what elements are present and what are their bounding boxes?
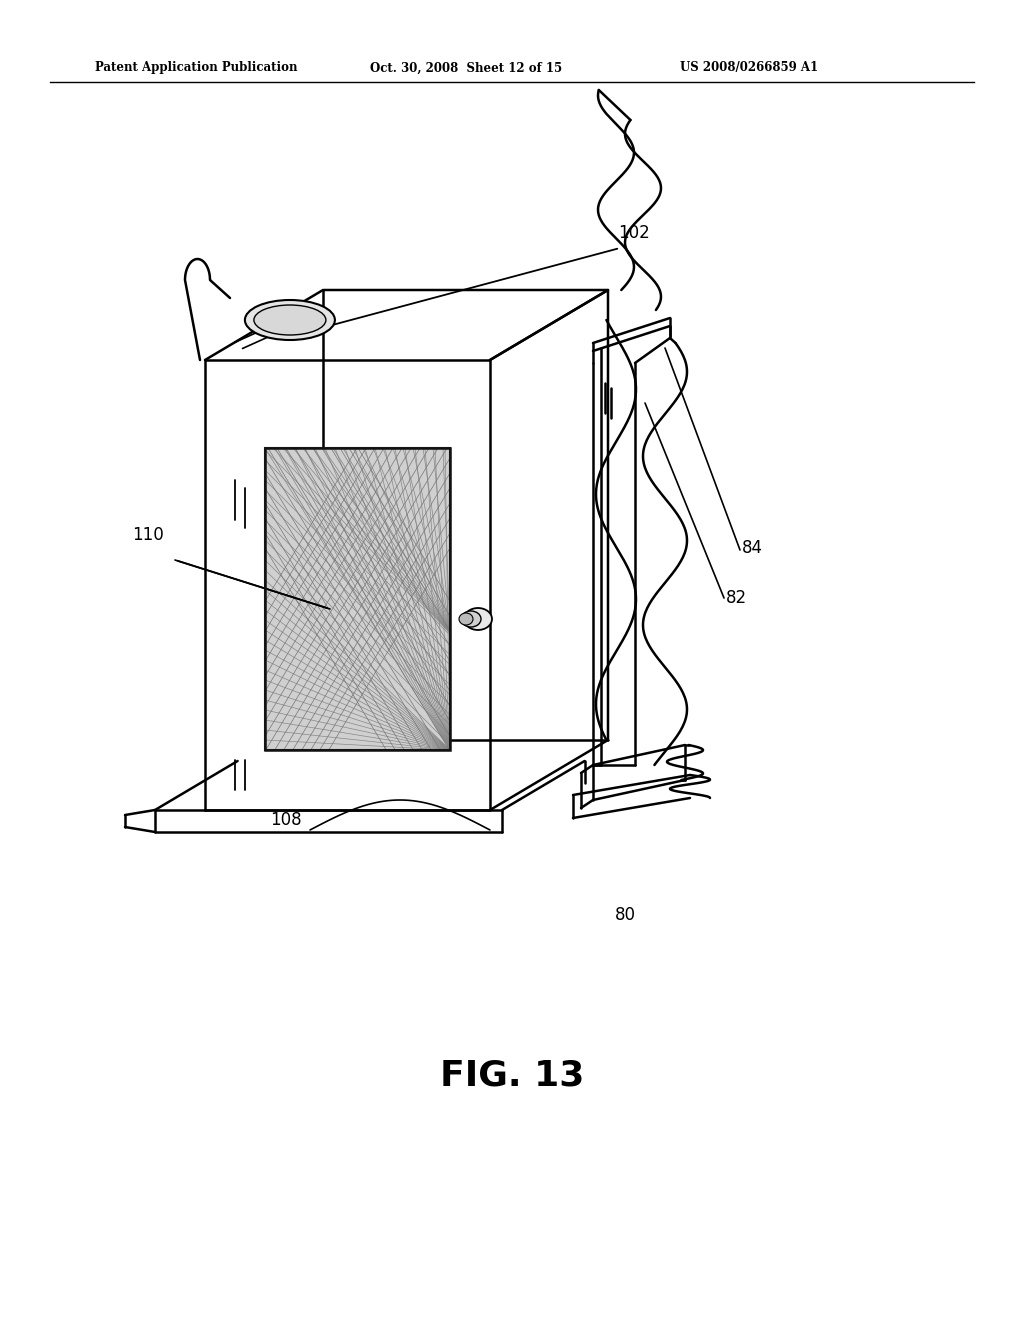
Ellipse shape <box>461 611 481 627</box>
Text: Patent Application Publication: Patent Application Publication <box>95 62 298 74</box>
Ellipse shape <box>459 612 473 624</box>
Text: 102: 102 <box>618 224 650 242</box>
Bar <box>265 447 450 750</box>
Text: 84: 84 <box>742 539 763 557</box>
Text: 110: 110 <box>132 525 164 544</box>
Bar <box>265 447 450 750</box>
Text: 108: 108 <box>270 810 302 829</box>
Ellipse shape <box>254 305 326 335</box>
Text: US 2008/0266859 A1: US 2008/0266859 A1 <box>680 62 818 74</box>
Text: 82: 82 <box>726 589 748 607</box>
Ellipse shape <box>464 609 492 630</box>
Ellipse shape <box>245 300 335 341</box>
Text: FIG. 13: FIG. 13 <box>440 1059 584 1092</box>
Text: 80: 80 <box>614 906 636 924</box>
Text: Oct. 30, 2008  Sheet 12 of 15: Oct. 30, 2008 Sheet 12 of 15 <box>370 62 562 74</box>
Bar <box>265 447 450 750</box>
